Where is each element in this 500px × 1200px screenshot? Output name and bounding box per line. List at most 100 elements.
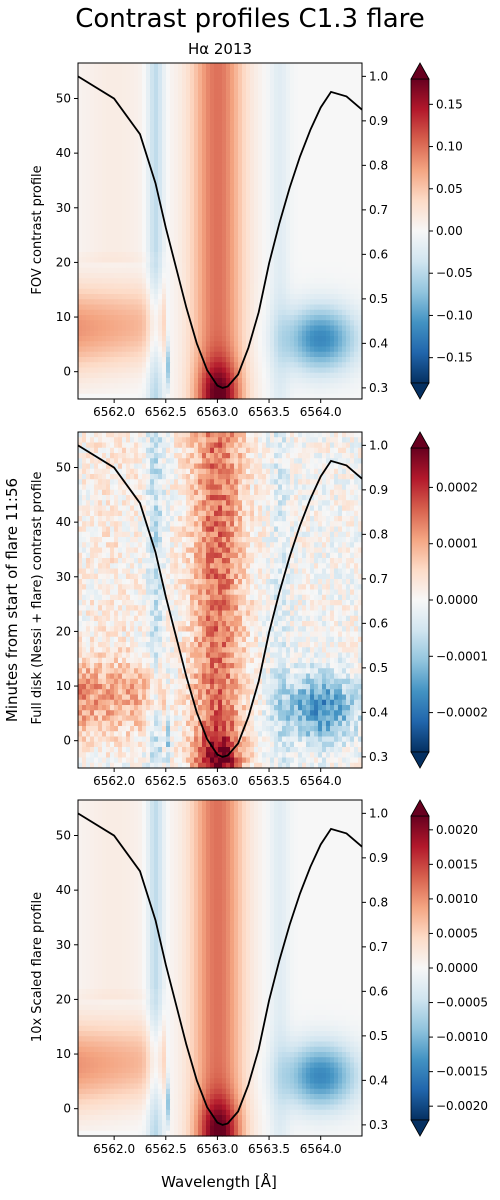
heatmap-cell <box>278 110 283 117</box>
heatmap-cell <box>354 189 359 195</box>
heatmap-cell <box>238 126 243 132</box>
heatmap-cell <box>242 294 247 300</box>
heatmap-cell <box>174 225 179 232</box>
heatmap-cell <box>218 204 223 211</box>
heatmap-cell <box>346 330 351 337</box>
heatmap-cell <box>334 225 339 232</box>
heatmap-cell <box>222 63 227 69</box>
heatmap-cell <box>90 442 95 449</box>
heatmap-cell <box>158 220 163 227</box>
heatmap-cell <box>266 367 271 374</box>
heatmap-cell <box>174 278 179 285</box>
heatmap-cell <box>266 183 271 190</box>
heatmap-cell <box>318 372 323 379</box>
heatmap-cell <box>222 84 227 90</box>
heatmap-cell <box>350 63 355 69</box>
heatmap-cell <box>122 315 127 321</box>
heatmap-cell <box>238 278 243 285</box>
heatmap-cell <box>234 442 239 449</box>
heatmap-cell <box>242 330 247 337</box>
heatmap-cell <box>194 357 199 363</box>
heatmap-cell <box>338 157 343 164</box>
heatmap-cell <box>334 231 339 237</box>
heatmap-cell <box>102 378 107 384</box>
heatmap-cell <box>78 442 83 449</box>
heatmap-cell <box>338 362 343 369</box>
heatmap-cell <box>318 309 323 316</box>
heatmap-cell <box>262 162 267 169</box>
heatmap-cell <box>350 367 355 374</box>
heatmap-cell <box>262 63 267 69</box>
heatmap-cell <box>134 89 139 96</box>
heatmap-cell <box>226 136 231 143</box>
heatmap-cell <box>186 346 191 353</box>
heatmap-cell <box>102 126 107 132</box>
heatmap-cell <box>222 257 227 264</box>
heatmap-cell <box>302 210 307 216</box>
heatmap-cell <box>278 136 283 143</box>
heatmap-cell <box>350 309 355 316</box>
heatmap-cell <box>118 152 123 159</box>
heatmap-cell <box>114 437 119 444</box>
heatmap-cell <box>134 105 139 111</box>
heatmap-cell <box>98 437 103 444</box>
heatmap-cell <box>78 183 83 190</box>
heatmap-cell <box>162 325 167 332</box>
heatmap-cell <box>334 309 339 316</box>
heatmap-cell <box>230 294 235 300</box>
heatmap-cell <box>226 278 231 285</box>
heatmap-cell <box>138 204 143 211</box>
heatmap-cell <box>266 378 271 384</box>
heatmap-cell <box>262 437 267 444</box>
heatmap-cell <box>234 283 239 290</box>
heatmap-cell <box>110 252 115 258</box>
heatmap-cell <box>178 341 183 348</box>
heatmap-cell <box>250 325 255 332</box>
heatmap-cell <box>350 273 355 279</box>
heatmap-cell <box>154 157 159 164</box>
heatmap-cell <box>130 320 135 327</box>
heatmap-cell <box>238 246 243 253</box>
heatmap-cell <box>106 288 111 295</box>
heatmap-cell <box>98 63 103 69</box>
heatmap-cell <box>302 120 307 127</box>
heatmap-cell <box>242 89 247 96</box>
heatmap-cell <box>290 236 295 243</box>
heatmap-cell <box>82 147 87 153</box>
heatmap-cell <box>314 278 319 285</box>
heatmap-cell <box>82 437 87 444</box>
heatmap-cell <box>218 257 223 264</box>
heatmap-cell <box>314 63 319 69</box>
heatmap-cell <box>154 115 159 122</box>
heatmap-cell <box>82 236 87 243</box>
heatmap-cell <box>298 63 303 69</box>
heatmap-cell <box>306 162 311 169</box>
heatmap-cell <box>346 110 351 117</box>
heatmap-cell <box>126 131 131 138</box>
heatmap-cell <box>230 267 235 274</box>
heatmap-cell <box>222 99 227 106</box>
heatmap-cell <box>330 141 335 148</box>
heatmap-cell <box>254 157 259 164</box>
heatmap-cell <box>210 257 215 264</box>
heatmap-cell <box>126 273 131 279</box>
heatmap-cell <box>178 241 183 248</box>
heatmap-cell <box>126 73 131 80</box>
heatmap-cell <box>186 262 191 269</box>
heatmap-cell <box>158 393 163 400</box>
heatmap-cell <box>122 299 127 306</box>
heatmap-cell <box>142 341 147 348</box>
heatmap-cell <box>190 288 195 295</box>
heatmap-cell <box>254 432 259 438</box>
heatmap-cell <box>354 442 359 449</box>
heatmap-cell <box>342 447 347 454</box>
heatmap-cell <box>258 215 263 222</box>
heatmap-cell <box>242 120 247 127</box>
heatmap-cell <box>346 199 351 206</box>
heatmap-cell <box>346 341 351 348</box>
heatmap-cell <box>222 294 227 300</box>
heatmap-cell <box>234 105 239 111</box>
heatmap-cell <box>282 346 287 353</box>
heatmap-cell <box>278 330 283 337</box>
heatmap-cell <box>82 304 87 311</box>
